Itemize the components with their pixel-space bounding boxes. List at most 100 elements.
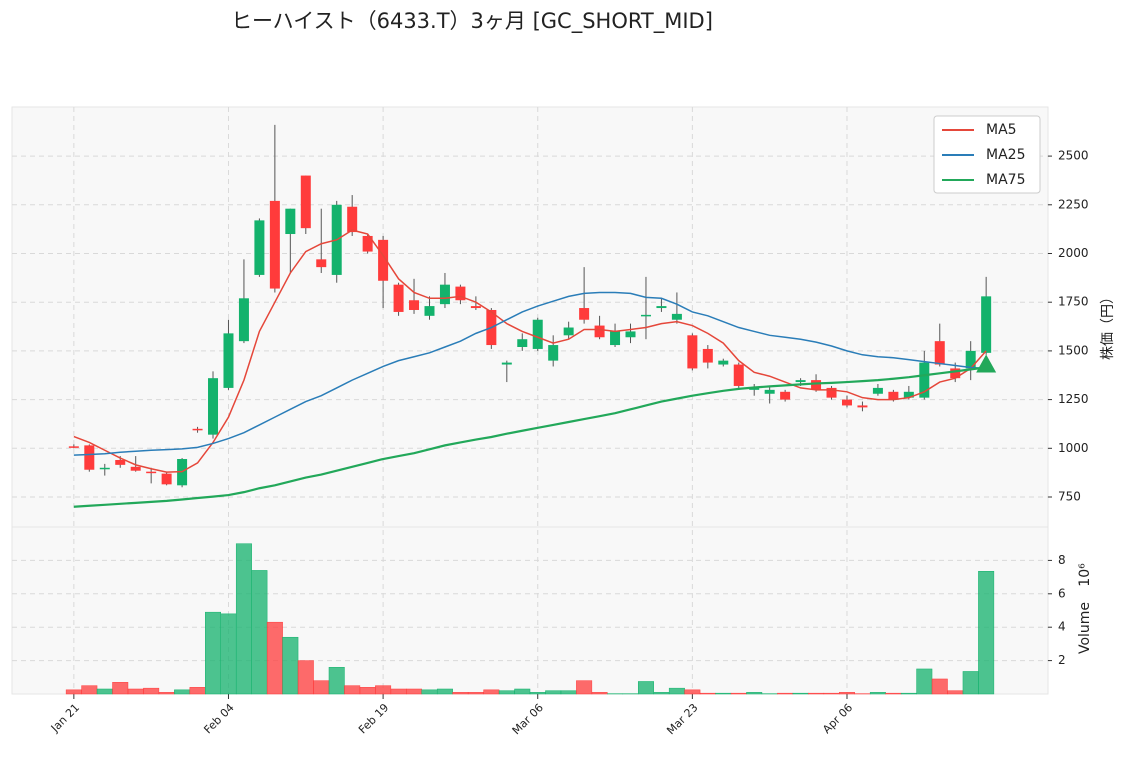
signal-marker <box>976 354 997 373</box>
volume-bar <box>978 571 995 695</box>
candle-body <box>965 350 976 369</box>
legend-box <box>933 115 1041 194</box>
chart-title: ヒーハイスト（6433.T）3ヶ月 [GC_SHORT_MID] <box>231 9 713 34</box>
candle-body <box>888 391 899 400</box>
volume-bar <box>143 687 160 695</box>
legend-label: MA75 <box>986 172 1025 188</box>
volume-bar <box>390 688 407 695</box>
candle-body <box>780 391 791 400</box>
candle-body <box>841 399 852 406</box>
volume-bar <box>591 692 608 695</box>
y-tick-label: 2500 <box>1058 149 1089 163</box>
volume-bar <box>668 687 685 695</box>
y-tick-label: 1250 <box>1058 392 1089 406</box>
volume-bar <box>421 689 438 695</box>
legend-label: MA25 <box>986 147 1025 163</box>
candle-body <box>238 298 249 342</box>
volume-bar <box>251 570 268 695</box>
volume-bar <box>375 685 392 695</box>
candle-body <box>795 380 806 383</box>
candle-body <box>579 308 590 320</box>
candle-body <box>656 306 667 309</box>
candle-body <box>362 235 373 252</box>
volume-bar <box>498 690 515 695</box>
volume-bar <box>730 692 747 695</box>
candle-body <box>532 319 543 349</box>
volume-bar <box>313 680 330 695</box>
volume-bar <box>359 687 376 695</box>
x-tick-label: Feb 04 <box>201 701 236 736</box>
volume-bar <box>900 692 917 695</box>
candle-body <box>316 259 327 268</box>
y-axis-label: 株価（円） <box>1100 290 1116 360</box>
y-tick-label: 1750 <box>1058 295 1089 309</box>
candle-body <box>640 314 651 317</box>
y-tick-label: 1000 <box>1058 441 1089 455</box>
candle-body <box>811 380 822 390</box>
candle-body <box>347 206 358 233</box>
x-tick-label: Apr 06 <box>820 701 855 736</box>
candle-body <box>192 428 203 431</box>
candle-body <box>68 446 79 448</box>
volume-tick-label: 8 <box>1058 553 1066 567</box>
volume-bar <box>158 692 175 695</box>
volume-axis-label: Volume <box>1077 602 1093 654</box>
candle-body <box>981 296 992 353</box>
candle-body <box>563 327 574 336</box>
candle-body <box>254 220 265 275</box>
candle-body <box>409 300 420 310</box>
candle-body <box>146 471 157 474</box>
x-tick-label: Feb 19 <box>356 701 391 736</box>
candle-body <box>872 387 883 394</box>
volume-bar <box>885 692 902 695</box>
candle-body <box>223 333 234 388</box>
volume-bar <box>653 692 670 695</box>
volume-bar <box>297 660 314 695</box>
volume-tick-label: 2 <box>1058 653 1066 667</box>
volume-bar <box>637 681 654 695</box>
volume-bar <box>467 692 484 695</box>
candle-body <box>903 391 914 398</box>
x-tick-label: Mar 23 <box>664 701 700 737</box>
volume-bar <box>869 692 886 695</box>
candle-body <box>393 284 404 312</box>
volume-bar <box>205 611 221 695</box>
candle-body <box>625 331 636 338</box>
volume-bar <box>777 692 794 695</box>
candle-body <box>749 387 760 390</box>
candle-body <box>208 378 219 435</box>
volume-bar <box>65 689 82 695</box>
volume-bar <box>560 690 577 695</box>
candle-body <box>455 286 466 301</box>
candle-body <box>424 306 435 316</box>
volume-bar <box>839 692 855 695</box>
volume-bar <box>189 687 206 695</box>
candle-body <box>671 313 682 320</box>
volume-bar <box>452 692 469 695</box>
candle-body <box>826 387 837 398</box>
candle-body <box>285 208 296 235</box>
volume-bar <box>545 690 562 695</box>
y-tick-label: 1500 <box>1058 343 1089 357</box>
candle-body <box>702 348 713 363</box>
candle-body <box>115 459 126 465</box>
volume-bar <box>962 671 979 695</box>
y-tick-label: 2000 <box>1058 246 1089 260</box>
x-tick-label: Jan 21 <box>48 701 82 735</box>
volume-bar <box>947 690 964 695</box>
candle-body <box>517 339 528 347</box>
volume-bar <box>576 680 593 695</box>
volume-bar <box>266 621 283 695</box>
legend: MA5 MA25 MA75 <box>933 115 1041 194</box>
volume-bar <box>684 689 701 695</box>
candle-body <box>857 405 868 408</box>
candle-body <box>84 445 95 470</box>
volume-bar <box>235 543 252 695</box>
volume-bar <box>483 689 500 695</box>
candle-body <box>470 306 481 309</box>
volume-bar <box>81 685 98 695</box>
volume-bar <box>916 668 933 695</box>
volume-bar <box>529 692 546 695</box>
plot-background <box>11 106 1049 695</box>
